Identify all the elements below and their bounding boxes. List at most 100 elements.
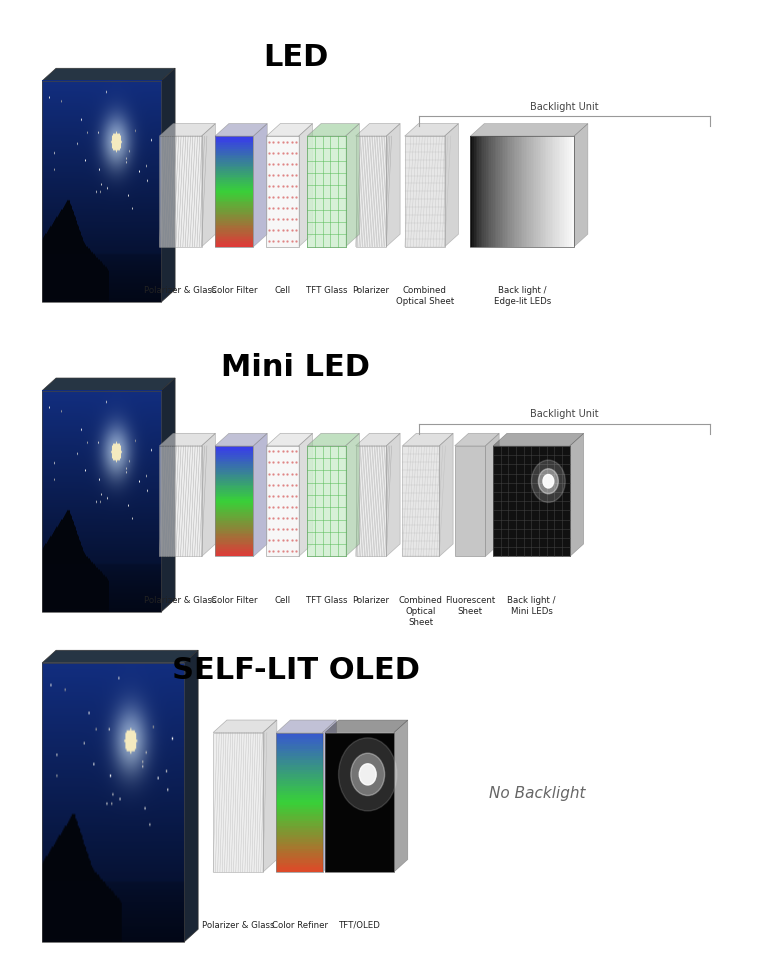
Text: Polarizer & Glass: Polarizer & Glass [202,920,274,928]
Text: Fluorescent
Sheet: Fluorescent Sheet [445,595,495,615]
Polygon shape [470,125,588,136]
Polygon shape [538,136,539,247]
Text: Combined
Optical
Sheet: Combined Optical Sheet [399,595,443,627]
Text: TFT Glass: TFT Glass [306,285,347,294]
Polygon shape [215,146,253,148]
Polygon shape [299,125,313,247]
Polygon shape [215,461,253,463]
Circle shape [351,753,385,796]
Polygon shape [215,125,267,136]
Text: Polarizer: Polarizer [353,595,389,604]
Polygon shape [215,203,253,205]
Polygon shape [215,483,253,485]
Polygon shape [215,522,253,524]
Polygon shape [215,487,253,489]
Polygon shape [215,456,253,457]
Polygon shape [472,136,474,247]
Polygon shape [215,516,253,518]
Polygon shape [276,842,323,845]
Polygon shape [550,136,551,247]
Polygon shape [445,125,458,247]
Polygon shape [524,136,526,247]
Polygon shape [276,853,323,856]
Polygon shape [276,863,323,865]
Polygon shape [569,136,571,247]
Polygon shape [215,507,253,509]
Polygon shape [215,236,253,238]
Polygon shape [307,136,346,247]
Polygon shape [215,154,253,156]
Polygon shape [215,476,253,478]
Polygon shape [565,136,567,247]
Polygon shape [276,804,323,807]
Polygon shape [276,845,323,847]
Polygon shape [276,747,323,749]
Polygon shape [276,721,336,732]
Polygon shape [482,136,485,247]
Polygon shape [215,207,253,209]
Polygon shape [215,185,253,186]
Polygon shape [276,796,323,798]
Polygon shape [215,194,253,196]
Polygon shape [215,524,253,526]
Polygon shape [215,196,253,198]
Polygon shape [215,520,253,522]
Polygon shape [276,858,323,860]
Text: No Backlight: No Backlight [489,785,586,801]
Polygon shape [215,485,253,487]
Circle shape [531,460,565,503]
Polygon shape [215,136,253,138]
Polygon shape [159,434,215,446]
Text: Back light /
Mini LEDs: Back light / Mini LEDs [507,595,556,615]
Polygon shape [276,868,323,870]
Polygon shape [346,125,359,247]
Polygon shape [505,136,507,247]
Polygon shape [493,136,495,247]
Polygon shape [215,226,253,227]
Polygon shape [215,469,253,470]
Polygon shape [455,446,485,557]
Polygon shape [215,480,253,481]
Polygon shape [503,136,505,247]
Polygon shape [276,758,323,761]
Polygon shape [276,788,323,791]
Polygon shape [553,136,555,247]
Polygon shape [201,434,215,557]
Polygon shape [266,136,299,247]
Polygon shape [276,768,323,770]
Polygon shape [215,156,253,158]
Polygon shape [215,162,253,164]
Polygon shape [215,502,253,504]
Polygon shape [535,136,536,247]
Polygon shape [266,446,299,557]
Polygon shape [276,828,323,830]
Polygon shape [276,761,323,763]
Polygon shape [547,136,548,247]
Polygon shape [215,229,253,231]
Circle shape [359,764,376,785]
Polygon shape [517,136,519,247]
Polygon shape [215,160,253,162]
Polygon shape [502,136,503,247]
Polygon shape [215,526,253,528]
Polygon shape [215,544,253,546]
Circle shape [339,738,397,811]
Polygon shape [477,136,479,247]
Polygon shape [470,136,472,247]
Polygon shape [215,168,253,170]
Polygon shape [215,555,253,557]
Polygon shape [276,752,323,753]
Polygon shape [215,164,253,166]
Polygon shape [526,136,528,247]
Polygon shape [276,870,323,873]
Polygon shape [276,825,323,828]
Polygon shape [42,651,198,663]
Polygon shape [475,136,477,247]
Polygon shape [557,136,558,247]
Text: Polarizer & Glass: Polarizer & Glass [144,285,217,294]
Polygon shape [276,793,323,796]
Polygon shape [539,136,541,247]
Polygon shape [386,125,400,247]
Polygon shape [215,518,253,520]
Polygon shape [215,224,253,226]
